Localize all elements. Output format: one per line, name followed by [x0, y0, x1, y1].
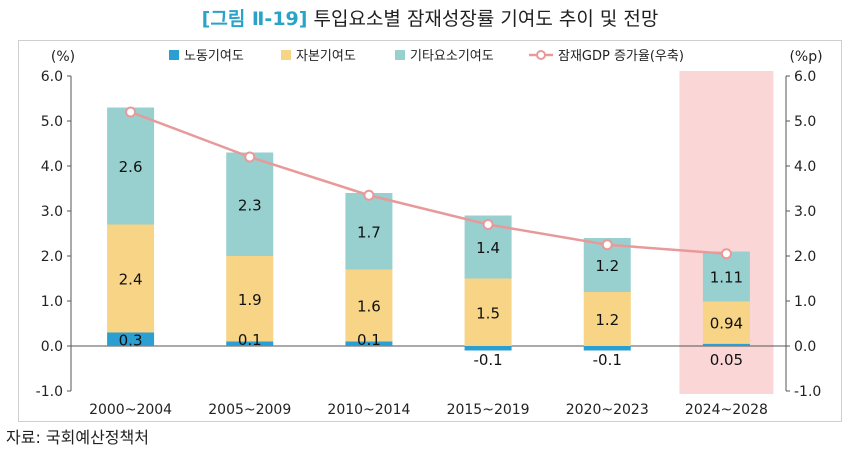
data-label: 1.11 — [710, 268, 743, 286]
figure-label: [그림 Ⅱ-19] — [201, 8, 308, 30]
data-label: -0.1 — [593, 351, 622, 369]
data-label: 0.3 — [119, 331, 143, 349]
right-tick-label: 2.0 — [794, 249, 816, 265]
right-tick-label: 5.0 — [794, 114, 816, 130]
gdp-line — [130, 110, 727, 255]
left-tick-label: 2.0 — [41, 249, 63, 265]
legend-swatch — [395, 50, 405, 60]
bar-segment — [345, 341, 393, 346]
data-label: 2.4 — [119, 271, 143, 289]
right-tick-label: 1.0 — [794, 294, 816, 310]
data-label: 0.1 — [357, 331, 381, 349]
gdp-point — [720, 248, 732, 260]
legend-line-marker — [536, 50, 546, 60]
right-tick-label: 4.0 — [794, 159, 816, 175]
gdp-point — [363, 189, 375, 201]
chart-panel: 6.0 5.0 4.0 3.0 2.0 1.0 0.0 -1.0 6.0 5.0 4.0 3.0 2.0… — [18, 40, 842, 422]
x-tick-label: 2005~2009 — [208, 402, 291, 418]
data-label: 1.7 — [357, 223, 381, 241]
left-tick-label: 4.0 — [41, 159, 63, 175]
right-tick-label: 6.0 — [794, 69, 816, 85]
x-tick-label: 2024~2028 — [685, 402, 768, 418]
bar-segment — [464, 278, 512, 346]
data-label: 1.5 — [476, 304, 500, 322]
bar-segment — [583, 292, 631, 346]
chart-svg: 6.0 5.0 4.0 3.0 2.0 1.0 0.0 -1.0 6.0 5.0 4.0 3.0 2.0… — [36, 49, 823, 418]
bar-segment — [107, 332, 155, 346]
right-tick-label: 0.0 — [794, 339, 816, 355]
left-axis-label: (%) — [51, 49, 75, 65]
data-label: -0.1 — [473, 351, 502, 369]
source-note: 자료: 국회예산정책처 — [6, 428, 149, 447]
right-tick-label: -1.0 — [794, 384, 821, 400]
left-tick-label: 1.0 — [41, 294, 63, 310]
bar-segment — [583, 346, 631, 351]
x-tick-label: 2015~2019 — [447, 402, 530, 418]
data-label: 0.05 — [710, 351, 743, 369]
legend-line-label: 잠재GDP 증가율(우축) — [558, 49, 684, 64]
bar-segment — [107, 224, 155, 333]
gdp-point — [125, 106, 137, 118]
bar-segment — [702, 301, 750, 344]
bar-segment — [226, 152, 274, 256]
left-tick-label: 5.0 — [41, 114, 63, 130]
bar-segment — [702, 251, 750, 302]
legend-swatch — [281, 50, 291, 60]
bar-segment — [345, 269, 393, 342]
data-label: 0.1 — [238, 331, 262, 349]
data-label: 1.4 — [476, 239, 500, 257]
data-label: 2.6 — [119, 158, 143, 176]
bar-segment — [702, 343, 750, 346]
legend-label: 노동기여도 — [184, 49, 244, 64]
gdp-point — [482, 219, 494, 230]
left-tick-label: 3.0 — [41, 204, 63, 220]
bar-segment — [226, 341, 274, 346]
data-label: 1.2 — [595, 257, 619, 275]
bar-segment — [464, 346, 512, 351]
data-label: 2.3 — [238, 196, 262, 214]
data-label: 1.9 — [238, 291, 262, 309]
left-tick-label: 0.0 — [41, 339, 63, 355]
title-text: 투입요소별 잠재성장률 기여도 추이 및 전망 — [313, 8, 659, 30]
chart-title: [그림 Ⅱ-19] 투입요소별 잠재성장률 기여도 추이 및 전망 — [0, 4, 860, 34]
bar-segment — [345, 193, 393, 270]
legend-label: 기타요소기여도 — [410, 49, 494, 64]
data-label: 0.94 — [710, 315, 743, 333]
bar-segment — [107, 107, 155, 225]
left-tick-label: -1.0 — [36, 384, 63, 400]
legend-label: 자본기여도 — [296, 49, 356, 64]
left-tick-label: 6.0 — [41, 69, 63, 85]
x-tick-label: 2000~2004 — [89, 402, 172, 418]
bar-segment — [226, 256, 274, 342]
x-tick-label: 2010~2014 — [327, 402, 410, 418]
x-tick-label: 2020~2023 — [566, 402, 649, 418]
gdp-point — [601, 239, 613, 251]
legend-swatch — [169, 50, 179, 60]
data-label: 1.6 — [357, 298, 381, 316]
right-tick-label: 3.0 — [794, 204, 816, 220]
right-axis-label: (%p) — [789, 49, 822, 65]
gdp-point — [244, 151, 256, 163]
data-label: 1.2 — [595, 311, 619, 329]
